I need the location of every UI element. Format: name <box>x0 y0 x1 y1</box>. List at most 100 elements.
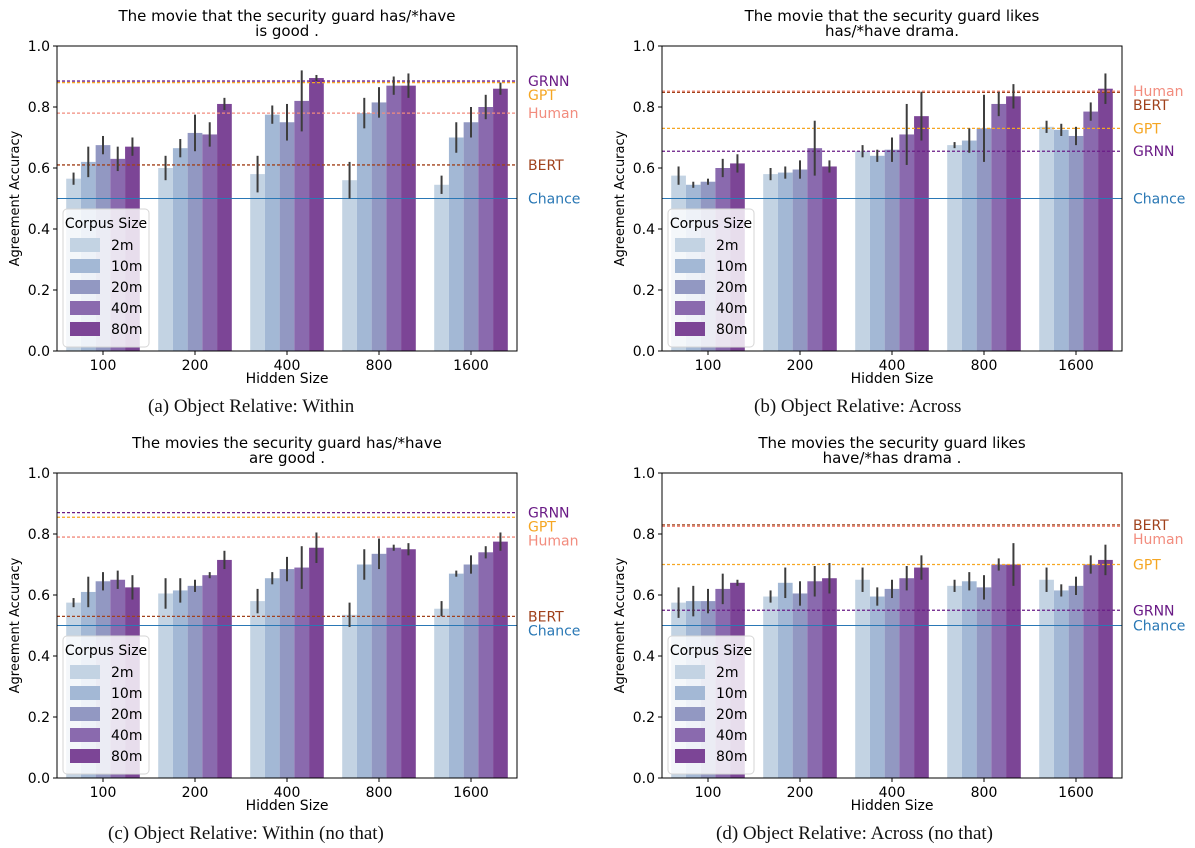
x-tick-label: 200 <box>787 358 814 374</box>
bar <box>294 567 310 778</box>
y-tick-label: 0.4 <box>28 649 50 665</box>
y-tick-label: 0.4 <box>28 222 50 238</box>
chart-title: are good . <box>249 449 325 467</box>
bar <box>1039 579 1054 778</box>
bar <box>777 172 793 351</box>
bar <box>855 579 870 778</box>
y-tick-label: 0.2 <box>28 710 50 726</box>
legend-label: 80m <box>716 749 747 765</box>
bar <box>187 585 203 778</box>
bar <box>401 549 416 778</box>
reference-label: GRNN <box>1133 603 1175 619</box>
legend-swatch <box>675 749 705 763</box>
x-tick-label: 400 <box>274 785 301 801</box>
chart-title: The movie that the security guard has/*h… <box>117 7 455 25</box>
y-tick-label: 0.8 <box>633 100 655 116</box>
bar <box>202 575 218 778</box>
bar <box>342 614 357 778</box>
x-tick-label: 800 <box>971 358 998 374</box>
reference-label: Chance <box>528 623 580 639</box>
y-tick-label: 0.0 <box>28 771 50 787</box>
bar <box>172 590 188 778</box>
bar <box>371 102 387 351</box>
x-tick-label: 100 <box>90 785 117 801</box>
bar <box>202 134 218 351</box>
reference-label: Human <box>1133 84 1184 100</box>
y-tick-label: 0.6 <box>633 161 655 177</box>
x-tick-label: 400 <box>274 358 301 374</box>
legend-label: 80m <box>111 322 142 338</box>
legend-swatch <box>675 728 705 742</box>
legend-label: 10m <box>716 686 747 702</box>
chart-title: have/*has drama . <box>823 449 962 467</box>
legend-label: 20m <box>716 707 747 723</box>
y-tick-label: 0.2 <box>633 283 655 299</box>
bar <box>869 596 885 778</box>
bar <box>822 578 837 778</box>
bar <box>947 585 962 778</box>
bar <box>763 174 778 351</box>
legend-label: 2m <box>111 238 134 254</box>
bar <box>1006 564 1021 778</box>
bar <box>1098 88 1113 351</box>
caption-b: (b) Object Relative: Across <box>754 396 962 417</box>
legend-swatch <box>70 301 100 315</box>
bar <box>356 113 372 351</box>
y-tick-label: 1.0 <box>28 39 50 55</box>
bar <box>899 578 915 778</box>
bar <box>914 567 929 778</box>
bar <box>1098 559 1113 778</box>
bar <box>1083 111 1099 351</box>
reference-label: GRNN <box>528 506 570 522</box>
x-tick-label: 1600 <box>1058 358 1094 374</box>
reference-label: Human <box>528 534 579 550</box>
bar <box>279 122 295 351</box>
bar <box>1039 126 1054 351</box>
y-tick-label: 0.8 <box>28 527 50 543</box>
bar <box>250 601 265 778</box>
legend-title: Corpus Size <box>670 643 752 659</box>
bar <box>309 78 324 352</box>
reference-label: GRNN <box>528 74 570 90</box>
bar <box>884 588 900 778</box>
y-tick-label: 1.0 <box>28 466 50 482</box>
reference-label: BERT <box>528 609 564 625</box>
bar <box>478 107 494 351</box>
bar <box>217 103 232 351</box>
x-tick-label: 400 <box>879 358 906 374</box>
y-axis-label: Agreement Accuracy <box>613 557 628 693</box>
chart-title: has/*have drama. <box>825 22 959 40</box>
bar <box>172 148 188 351</box>
y-tick-label: 0.6 <box>28 588 50 604</box>
legend-label: 20m <box>716 280 747 296</box>
panel-c: The movies the security guard has/*havea… <box>8 434 580 814</box>
bar <box>976 587 992 778</box>
bar <box>807 581 823 778</box>
x-tick-label: 400 <box>879 785 906 801</box>
legend-label: 2m <box>111 665 134 681</box>
bar <box>807 148 823 351</box>
legend-swatch <box>675 707 705 721</box>
bar <box>463 122 479 351</box>
chart-title: The movie that the security guard likes <box>744 7 1040 25</box>
x-tick-label: 100 <box>695 785 722 801</box>
bar <box>448 573 464 778</box>
legend-label: 10m <box>111 259 142 275</box>
bar <box>309 547 324 778</box>
bar <box>386 85 402 352</box>
y-tick-label: 0.4 <box>633 222 655 238</box>
bar <box>250 174 265 351</box>
x-tick-label: 200 <box>182 785 209 801</box>
y-tick-label: 1.0 <box>633 39 655 55</box>
reference-label: Chance <box>1133 192 1185 208</box>
reference-label: GPT <box>528 88 556 104</box>
legend-label: 80m <box>111 749 142 765</box>
y-tick-label: 0.6 <box>28 161 50 177</box>
bar <box>463 564 479 778</box>
bar <box>763 596 778 778</box>
legend-label: 10m <box>111 686 142 702</box>
legend-label: 40m <box>111 301 142 317</box>
legend-swatch <box>675 280 705 294</box>
legend-title: Corpus Size <box>65 216 147 232</box>
